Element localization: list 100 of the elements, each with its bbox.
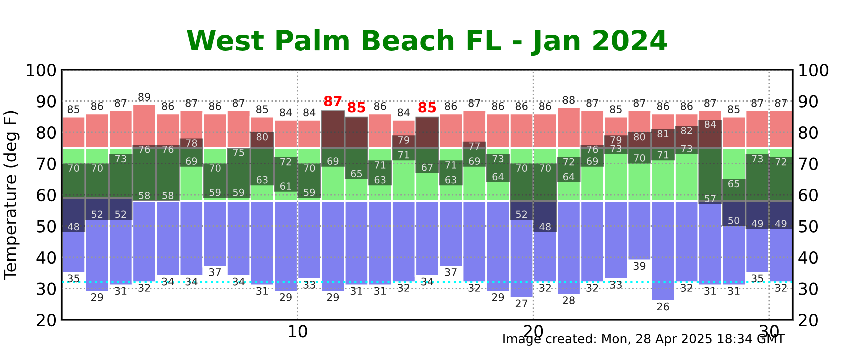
data-label: 85 — [610, 106, 622, 114]
data-label: 86 — [680, 102, 693, 110]
annotation: 29 — [492, 293, 504, 302]
annotation: 65 — [351, 170, 362, 178]
annotation: 71 — [658, 152, 669, 159]
data-label: 84 — [398, 108, 410, 117]
annotation: 48 — [540, 223, 551, 231]
annotation: 28 — [563, 296, 575, 304]
data-label: 71 — [374, 162, 386, 169]
bar — [62, 164, 86, 232]
bar — [250, 132, 274, 186]
data-label: 84 — [704, 120, 716, 128]
y2-tick-label: 60 — [799, 188, 818, 202]
y2-tick-label: 80 — [798, 126, 818, 140]
annotation: 37 — [445, 268, 457, 276]
annotation: 52 — [516, 210, 528, 218]
data-label: 72 — [564, 158, 574, 166]
bar — [486, 154, 510, 182]
bar — [675, 126, 699, 154]
annotation: 73 — [682, 145, 692, 152]
annotation: 31 — [350, 287, 362, 296]
data-label: 86 — [539, 102, 552, 110]
data-label: 87 — [232, 99, 245, 108]
annotation: 33 — [610, 280, 622, 289]
data-label: 70 — [516, 164, 528, 172]
data-label: 85 — [418, 102, 436, 113]
y-axis-title: Temperature (deg F) — [4, 111, 20, 280]
data-label: 70 — [304, 164, 316, 172]
y-tick-label: 70 — [37, 158, 56, 170]
data-label: 70 — [540, 164, 551, 172]
data-label: 87 — [704, 99, 716, 108]
bar — [439, 160, 463, 186]
data-label: 86 — [445, 102, 458, 110]
data-label: 87 — [324, 96, 342, 107]
annotation: 73 — [610, 145, 622, 152]
bar — [109, 154, 133, 220]
data-label: 86 — [162, 102, 174, 110]
bar — [746, 154, 770, 230]
data-label: 75 — [233, 149, 244, 156]
data-label: 85 — [348, 102, 366, 113]
annotation: 37 — [209, 268, 222, 276]
annotation: 29 — [280, 293, 292, 302]
data-label: 77 — [469, 142, 480, 150]
bar — [604, 136, 628, 154]
annotation: 31 — [704, 287, 716, 296]
annotation: 32 — [398, 284, 410, 292]
data-label: 73 — [492, 155, 504, 163]
annotation: 33 — [304, 280, 316, 289]
data-label: 73 — [116, 155, 126, 163]
annotation: 50 — [728, 217, 740, 224]
y-tick-label: 30 — [37, 282, 56, 296]
bar — [462, 142, 486, 167]
annotation: 63 — [374, 176, 386, 184]
data-label: 80 — [634, 133, 646, 141]
annotation: 31 — [728, 287, 740, 296]
annotation: 32 — [138, 284, 150, 292]
annotation: 31 — [374, 287, 386, 296]
data-label: 87 — [775, 99, 787, 108]
y-tick-label: 80 — [37, 126, 56, 140]
annotation: 34 — [186, 278, 198, 286]
data-label: 70 — [92, 164, 103, 172]
y-tick-label: 90 — [36, 95, 56, 108]
y-tick-label: 40 — [36, 251, 56, 264]
annotation: 52 — [116, 210, 126, 218]
bar — [274, 158, 298, 192]
chart-title: West Palm Beach FL - Jan 2024 — [187, 29, 668, 56]
annotation: 64 — [492, 173, 504, 181]
data-label: 84 — [304, 108, 316, 117]
bar — [321, 110, 345, 167]
bar — [344, 116, 369, 180]
annotation: 48 — [68, 223, 80, 231]
annotation: 35 — [752, 274, 764, 283]
data-label: 89 — [138, 93, 150, 101]
annotation: 32 — [775, 284, 787, 292]
bar — [769, 158, 793, 230]
bar — [628, 132, 652, 164]
data-label: 86 — [374, 102, 386, 110]
data-label: 86 — [209, 102, 222, 110]
data-label: 76 — [162, 146, 174, 154]
bar — [368, 160, 392, 186]
y2-tick-label: 20 — [799, 314, 818, 327]
annotation: 63 — [446, 176, 456, 184]
y-tick-label: 60 — [37, 188, 56, 202]
annotation: 31 — [115, 287, 127, 296]
annotation: 70 — [634, 154, 646, 162]
annotation: 29 — [327, 293, 340, 302]
data-label: 73 — [752, 155, 764, 163]
annotation: 34 — [233, 278, 245, 286]
data-label: 70 — [210, 164, 221, 172]
bar — [534, 164, 558, 232]
annotation: 58 — [162, 192, 174, 200]
x-tick-label: 10 — [289, 325, 308, 338]
bar — [510, 164, 534, 220]
data-label: 86 — [657, 102, 670, 110]
data-label: 81 — [658, 130, 669, 138]
data-label: 72 — [280, 158, 292, 166]
data-label: 86 — [516, 102, 528, 110]
annotation: 69 — [186, 158, 198, 165]
data-label: 87 — [752, 99, 764, 108]
annotation: 69 — [328, 158, 339, 165]
